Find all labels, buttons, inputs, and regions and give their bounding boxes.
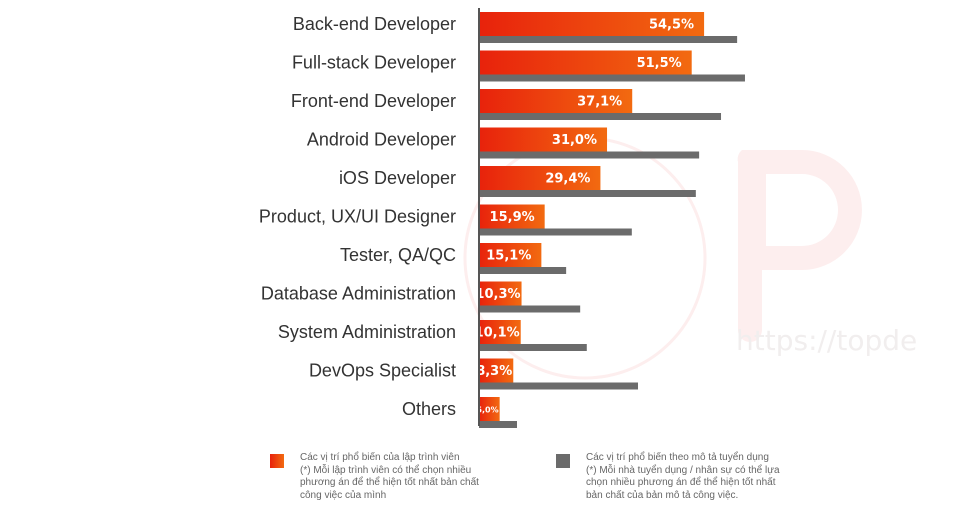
category-label: System Administration xyxy=(278,322,456,342)
legend-line: Các vị trí phổ biến theo mô tả tuyển dụn… xyxy=(586,452,769,463)
data-label: 29,4% xyxy=(545,172,590,187)
bar-developers xyxy=(479,50,692,75)
bars-group: Back-end Developer 54,5% Full-stack Develo… xyxy=(259,12,745,428)
data-label: 54,5% xyxy=(649,18,694,33)
bar-developers xyxy=(479,281,522,306)
bar-job-descriptions xyxy=(479,382,639,390)
legend-line: (*) Mỗi lập trình viên có thể chọn nhiều xyxy=(300,464,472,476)
category-label: Database Administration xyxy=(261,283,456,303)
bar-chart: Back-end Developer 54,5% Full-stack Develo… xyxy=(259,8,745,428)
legend-line: chọn nhiều phương án để thể hiện tốt nhấ… xyxy=(586,477,776,488)
legend-swatch-orange xyxy=(270,454,284,468)
category-label: Others xyxy=(402,399,456,419)
bar-developers xyxy=(479,166,601,190)
data-label: 10,1% xyxy=(475,326,520,341)
bar-developers xyxy=(479,397,500,421)
category-label: Android Developer xyxy=(307,129,456,149)
legend-text: Các vị trí phổ biến của lập trình viên (… xyxy=(300,452,479,502)
legend-line: Các vị trí phổ biến của lập trình viên xyxy=(300,452,460,463)
bar-job-descriptions xyxy=(479,421,517,428)
bar-job-descriptions xyxy=(479,344,587,351)
legend-line: bản chất của bản mô tả công việc. xyxy=(586,489,739,501)
category-label: Full-stack Developer xyxy=(292,52,456,72)
bar-job-descriptions xyxy=(479,305,581,313)
data-label: 15,1% xyxy=(486,249,531,264)
bar-job-descriptions xyxy=(479,228,632,236)
category-label: DevOps Specialist xyxy=(309,360,456,380)
data-label: 37,1% xyxy=(577,95,622,110)
bar-developers xyxy=(479,243,542,267)
category-label: Back-end Developer xyxy=(293,14,456,34)
bar-job-descriptions xyxy=(479,74,745,82)
bar-developers xyxy=(479,204,545,229)
legend-line: (*) Mỗi nhà tuyển dụng / nhân sự có thể … xyxy=(586,464,780,476)
bar-job-descriptions xyxy=(479,151,700,159)
data-label: 10,3% xyxy=(475,287,520,302)
bar-job-descriptions xyxy=(479,190,696,197)
bar-developers xyxy=(479,12,705,36)
bar-developers xyxy=(479,320,521,344)
bar-job-descriptions xyxy=(479,267,567,274)
category-label: Tester, QA/QC xyxy=(340,245,456,265)
data-label: 15,9% xyxy=(490,210,535,225)
bar-job-descriptions xyxy=(479,113,722,120)
legend-text: Các vị trí phổ biến theo mô tả tuyển dụn… xyxy=(586,452,780,502)
bar-developers xyxy=(479,358,514,383)
legend-swatch-gray xyxy=(556,454,570,468)
data-label: 51,5% xyxy=(637,56,682,71)
bar-developers xyxy=(479,89,633,113)
category-label: Product, UX/UI Designer xyxy=(259,206,456,226)
data-label: 31,0% xyxy=(552,133,597,148)
category-label: Front-end Developer xyxy=(291,91,456,111)
legend-line: phương án để thể hiện tốt nhất bản chất xyxy=(300,477,479,488)
bar-job-descriptions xyxy=(479,36,738,43)
bar-developers xyxy=(479,127,608,152)
data-label: 8,3% xyxy=(476,364,512,379)
legend-line: công việc của mình xyxy=(300,489,387,501)
data-label: 5,0% xyxy=(476,406,498,415)
category-label: iOS Developer xyxy=(339,168,456,188)
